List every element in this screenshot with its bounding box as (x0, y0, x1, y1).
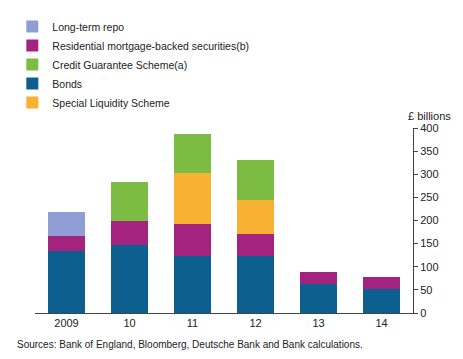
svg-text:Bonds: Bonds (52, 77, 82, 89)
svg-text:250: 250 (420, 191, 438, 203)
svg-text:14: 14 (375, 317, 387, 329)
svg-text:10: 10 (123, 317, 135, 329)
svg-text:12: 12 (249, 317, 261, 329)
svg-text:Residential mortgage-backed se: Residential mortgage-backed securities(b… (52, 39, 249, 51)
svg-text:13: 13 (312, 317, 324, 329)
svg-text:£ billions: £ billions (408, 110, 451, 122)
svg-text:Credit Guarantee Scheme(a): Credit Guarantee Scheme(a) (52, 58, 187, 70)
svg-text:2009: 2009 (54, 317, 78, 329)
svg-text:150: 150 (420, 237, 438, 249)
svg-text:300: 300 (420, 168, 438, 180)
svg-text:200: 200 (420, 214, 438, 226)
svg-text:400: 400 (420, 122, 438, 134)
svg-text:Long-term repo: Long-term repo (52, 20, 124, 32)
svg-text:0: 0 (420, 307, 426, 319)
svg-text:Special Liquidity Scheme: Special Liquidity Scheme (52, 96, 169, 108)
svg-text:100: 100 (420, 261, 438, 273)
svg-text:11: 11 (187, 317, 198, 329)
svg-text:50: 50 (420, 284, 432, 296)
svg-text:350: 350 (420, 145, 438, 157)
svg-text:Sources: Bank of England, Bloo: Sources: Bank of England, Bloomberg, Deu… (17, 339, 363, 350)
